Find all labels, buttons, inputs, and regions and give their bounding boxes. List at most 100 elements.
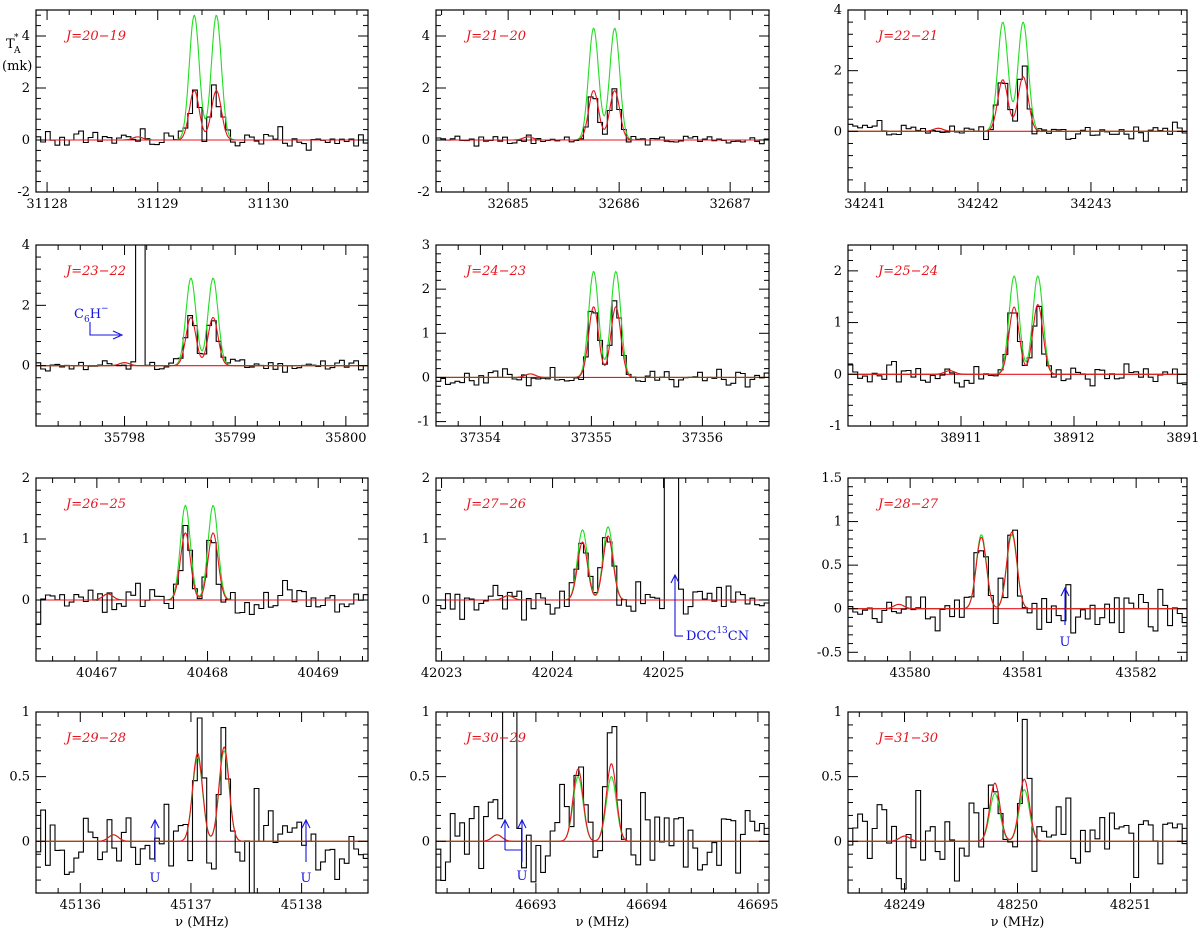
arrow-head (150, 818, 160, 829)
model-red (36, 746, 368, 842)
x-tick-label: 42025 (643, 666, 684, 681)
transition-label: J=26−25 (63, 497, 126, 512)
plot-frame (847, 244, 1188, 427)
y-tick-label: 1 (834, 515, 842, 530)
x-tick-label: 37354 (460, 431, 501, 446)
plot-frame (847, 477, 1188, 662)
observed-spectrum (436, 478, 769, 621)
observed-spectrum (36, 524, 368, 625)
panel-p6: 38911 38912 38913 -1 0 1 2 J=25−24 (829, 244, 1200, 446)
transition-label: J=27−26 (463, 497, 526, 512)
transition-label: J=28−27 (875, 497, 939, 512)
x-axis-label: ν (MHz) (175, 915, 229, 930)
y-tick-label: 0 (834, 834, 842, 849)
x-tick-label: 37355 (571, 431, 612, 446)
y-tick-label: 2 (834, 264, 842, 279)
annotation-u: U (1060, 635, 1071, 650)
x-tick-label: 40468 (187, 666, 228, 681)
y-tick-label: 4 (834, 3, 842, 18)
y-tick-label: -0.5 (817, 645, 842, 660)
transition-label: J=21−20 (463, 29, 526, 44)
x-tick-label: 45138 (281, 898, 322, 913)
x-tick-label: 34241 (844, 197, 885, 212)
x-axis-label: ν (MHz) (991, 915, 1045, 930)
x-tick-label: 48249 (884, 898, 925, 913)
y-tick-label: 4 (22, 238, 30, 253)
model-red (848, 778, 1187, 842)
transition-label: J=25−24 (875, 264, 938, 279)
panel-p8: 42023 42024 42025 0 1 2 J=27−26 (421, 471, 770, 681)
x-tick-label: 46694 (626, 898, 667, 913)
y-tick-label: 0 (22, 834, 30, 849)
y-tick-label: 2 (422, 282, 430, 297)
x-tick-label: 31129 (137, 197, 178, 212)
panel-p3: 34241 34242 34243 0 2 4 J=22−21 (834, 3, 1188, 212)
panel-p9: 43580 43581 43582 -0.5 0 0.5 1 1.5 J=28−27 (817, 471, 1188, 681)
panel-p4: 35798 35799 35800 0 2 4 J=23−22 (22, 238, 369, 446)
model-red (436, 535, 769, 601)
y-tick-label: 1 (834, 705, 842, 720)
model-red (436, 763, 769, 842)
annotation-bracket (505, 849, 523, 862)
x-tick-label: 40469 (298, 666, 339, 681)
y-tick-label: 0 (422, 593, 430, 608)
model-red (848, 531, 1187, 610)
x-tick-label: 43582 (1115, 666, 1156, 681)
plot-frame (35, 244, 369, 427)
y-tick-label: 4 (422, 29, 430, 44)
observed-spectrum (848, 718, 1187, 890)
transition-label: J=22−21 (875, 29, 938, 44)
plot-frame (435, 9, 770, 193)
x-tick-label: 48251 (1110, 898, 1151, 913)
y-tick-label: 1 (22, 705, 30, 720)
y-tick-label: 1 (22, 532, 30, 547)
x-tick-label: 35799 (215, 431, 256, 446)
y-tick-label: 1 (834, 316, 842, 331)
panel-p11: 46693 46694 46695 0 0.5 1 J=30−29 (409, 705, 778, 913)
x-tick-label: 32687 (709, 197, 750, 212)
y-tick-label: 2 (22, 298, 30, 313)
y-tick-label: 0.5 (409, 770, 430, 785)
panel-p1: 31128 31129 31130 -2 0 2 4 J=20−19 (17, 9, 369, 212)
arrow-head (500, 818, 510, 829)
x-tick-label: 42023 (421, 666, 462, 681)
y-tick-label: 0.5 (821, 558, 842, 573)
transition-label: J=29−28 (63, 731, 126, 746)
transition-label: J=20−19 (63, 29, 126, 44)
x-tick-label: 34242 (957, 197, 998, 212)
model-red (36, 532, 368, 601)
x-tick-label: 43580 (889, 666, 930, 681)
x-tick-label: 38913 (1166, 431, 1200, 446)
y-axis-label-sup: * (14, 33, 19, 43)
annotation-dcc13cn: DCC13CN (686, 626, 749, 644)
y-tick-label: 4 (22, 29, 30, 44)
y-tick-label: 2 (422, 471, 430, 486)
y-tick-label: 1 (422, 326, 430, 341)
x-tick-label: 45137 (170, 898, 211, 913)
x-tick-label: 37356 (682, 431, 723, 446)
annotation-arrow (89, 322, 120, 336)
plot-frame (435, 477, 770, 662)
x-tick-label: 35800 (325, 431, 366, 446)
y-axis-label: T (6, 37, 15, 52)
model-red (848, 76, 1187, 132)
x-tick-label: 42024 (532, 666, 573, 681)
y-tick-label: 1.5 (821, 471, 842, 486)
annotation-u: U (301, 871, 312, 886)
x-tick-label: 31130 (248, 197, 289, 212)
observed-spectrum (436, 712, 769, 883)
y-tick-label: 0 (422, 133, 430, 148)
x-tick-label: 35798 (104, 431, 145, 446)
arrow-head (517, 818, 527, 829)
panel-p12: 48249 48250 48251 0 0.5 1 J=31−30 (821, 705, 1188, 913)
y-axis-label-sub: A (13, 46, 21, 56)
observed-spectrum (436, 300, 769, 388)
y-tick-label: 0.5 (9, 770, 30, 785)
y-tick-label: -2 (17, 185, 30, 200)
arrow-head (670, 573, 680, 584)
transition-label: J=23−22 (63, 264, 126, 279)
x-tick-label: 38912 (1053, 431, 1094, 446)
model-red (436, 305, 769, 378)
transition-label: J=30−29 (463, 731, 526, 746)
